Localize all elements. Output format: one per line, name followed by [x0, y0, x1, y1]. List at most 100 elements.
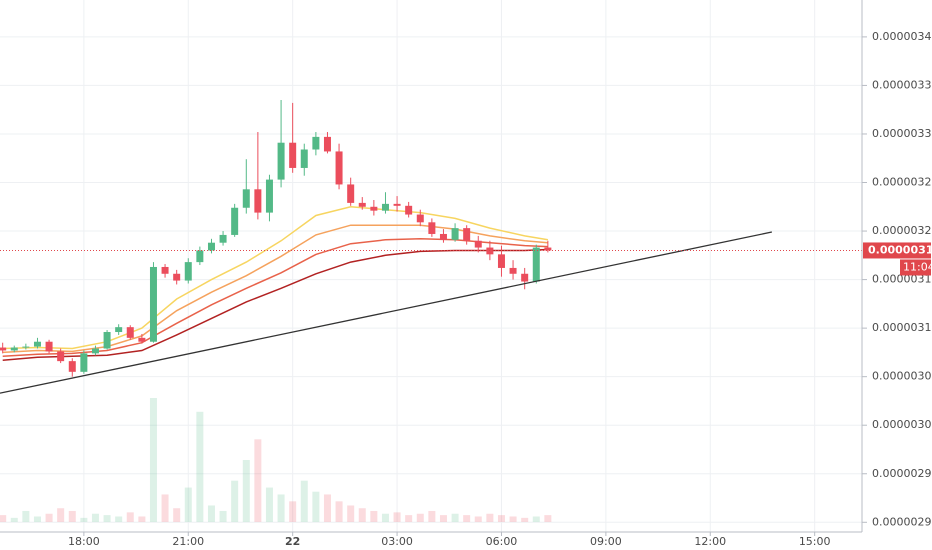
- volume-bar: [347, 505, 355, 522]
- candle-body: [254, 189, 262, 213]
- y-tick-label: 0.00000310: [872, 321, 932, 334]
- volume-bar: [509, 516, 517, 522]
- volume-bar: [103, 515, 111, 522]
- volume-bar: [416, 513, 424, 522]
- axes: 0.00000290 0.00000295 0.00000300 0.00000305…: [68, 30, 932, 548]
- candle-body: [10, 347, 18, 351]
- candle-body: [439, 233, 447, 240]
- candle-body: [312, 136, 320, 150]
- x-tick-label: 15:00: [799, 535, 831, 548]
- volume-bar: [405, 515, 413, 522]
- volume-bar: [45, 513, 53, 522]
- countdown: 11:04: [903, 260, 932, 273]
- candle-body: [347, 184, 355, 203]
- candle-body: [126, 327, 134, 338]
- y-tick-label: 0.00000305: [872, 370, 932, 383]
- countdown-box: [900, 259, 931, 276]
- y-tick-label: 0.00000340: [872, 30, 932, 43]
- y-tick-label: 0.00000315: [872, 273, 932, 286]
- volume-bar: [184, 487, 192, 522]
- volume-bar: [439, 515, 447, 522]
- candle-body: [57, 351, 65, 362]
- x-tick-label: 03:00: [381, 535, 413, 548]
- candle-body: [115, 327, 123, 333]
- volume-bar: [242, 460, 250, 522]
- volume-bar: [68, 510, 76, 522]
- volume-bar: [544, 515, 552, 522]
- candle-body: [22, 346, 30, 348]
- candle-body: [161, 266, 169, 274]
- volume-bar: [532, 516, 540, 522]
- volume-bar: [428, 510, 436, 522]
- volume-bar: [381, 513, 389, 522]
- volume-bar: [207, 505, 215, 522]
- volume-bar: [312, 491, 320, 522]
- y-tick-label: 0.00000330: [872, 127, 932, 140]
- volume-bar: [451, 513, 459, 522]
- volume-bar: [335, 501, 343, 522]
- candle-body: [0, 347, 7, 351]
- volume-bar: [289, 501, 297, 522]
- candle-body: [370, 206, 378, 211]
- candle-layer: [0, 99, 552, 377]
- ribbon-line: [2, 206, 549, 350]
- x-tick-label: 09:00: [590, 535, 622, 548]
- candle-body: [405, 205, 413, 215]
- candle-body: [173, 273, 181, 281]
- volume-bar: [300, 480, 308, 522]
- candle-body: [358, 202, 366, 207]
- x-tick-label: 12:00: [694, 535, 726, 548]
- y-tick-label: 0.00000335: [872, 78, 932, 91]
- volume-bar: [57, 508, 65, 522]
- volume-bar: [358, 508, 366, 522]
- candle-body: [497, 254, 505, 268]
- candle-body: [532, 247, 540, 282]
- overlay-layer: [0, 231, 862, 394]
- candle-body: [207, 242, 215, 251]
- volume-bar: [173, 508, 181, 522]
- volume-bar: [126, 512, 134, 522]
- candle-body: [242, 189, 250, 208]
- y-tick-label: 0.00000325: [872, 176, 932, 189]
- candle-body: [33, 341, 41, 347]
- volume-bar: [149, 398, 157, 522]
- candle-body: [300, 149, 308, 168]
- candle-body: [184, 262, 192, 281]
- candle-body: [335, 151, 343, 185]
- volume-bar: [323, 494, 331, 522]
- volume-bar: [91, 513, 99, 522]
- candle-body: [428, 222, 436, 234]
- candle-body: [289, 142, 297, 168]
- volume-bar: [486, 513, 494, 522]
- price-label: 0.00000318: [868, 243, 932, 256]
- candle-body: [196, 250, 204, 263]
- candle-body: [393, 203, 401, 206]
- candle-body: [521, 273, 529, 282]
- candle-body: [138, 337, 146, 342]
- ribbon-line: [2, 248, 548, 361]
- volume-bar: [393, 512, 401, 522]
- candle-body: [463, 228, 471, 241]
- volume-bar: [161, 494, 169, 522]
- candle-body: [231, 207, 239, 235]
- candle-body: [509, 267, 517, 274]
- candle-body: [265, 179, 273, 213]
- volume-bar: [497, 515, 505, 522]
- volume-bar: [277, 494, 285, 522]
- candle-body: [219, 234, 227, 243]
- candle-body: [45, 341, 53, 352]
- candle-body: [381, 203, 389, 211]
- candle-body: [149, 266, 157, 342]
- volume-bar: [196, 411, 204, 522]
- candle-body: [103, 332, 111, 349]
- x-tick-label: 22: [285, 535, 300, 548]
- candle-body: [68, 361, 76, 372]
- volume-bar: [115, 516, 123, 522]
- volume-bar: [10, 517, 18, 522]
- volume-bar: [370, 510, 378, 522]
- volume-bar: [521, 517, 529, 522]
- price-label-box: [863, 242, 931, 259]
- volume-bar: [33, 516, 41, 522]
